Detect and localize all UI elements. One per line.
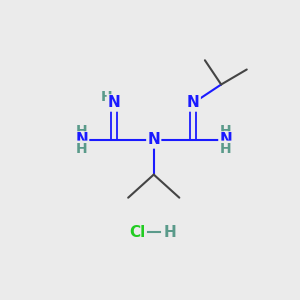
Text: H: H <box>76 124 88 138</box>
Text: N: N <box>220 132 232 147</box>
Text: N: N <box>108 95 121 110</box>
Text: H: H <box>220 124 232 138</box>
Text: H: H <box>220 142 232 156</box>
Text: H: H <box>164 225 176 240</box>
Text: H: H <box>76 142 88 156</box>
Text: N: N <box>75 132 88 147</box>
Text: Cl: Cl <box>129 225 146 240</box>
Text: N: N <box>187 95 200 110</box>
Text: H: H <box>100 89 112 103</box>
Text: N: N <box>147 132 160 147</box>
